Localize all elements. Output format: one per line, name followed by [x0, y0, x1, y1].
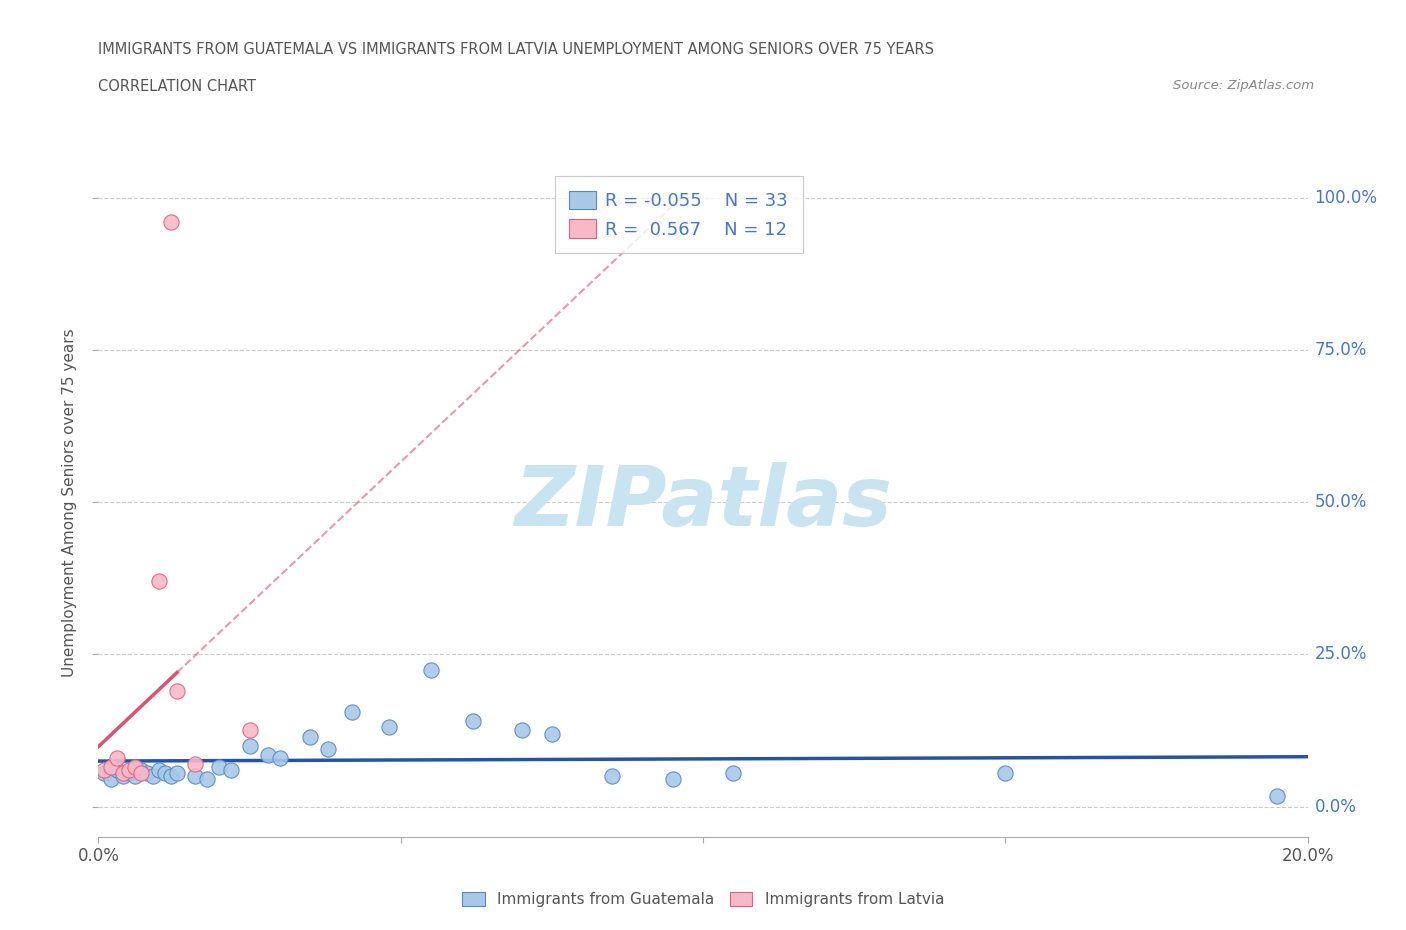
Point — [100, 760, 122, 775]
Point — [221, 763, 243, 777]
Point — [316, 741, 339, 756]
Text: 0.0%: 0.0% — [1315, 798, 1357, 816]
Point — [111, 765, 134, 780]
Point — [540, 726, 562, 741]
Point — [419, 662, 441, 677]
Text: Source: ZipAtlas.com: Source: ZipAtlas.com — [1174, 79, 1315, 92]
Point — [661, 772, 683, 787]
Point — [160, 769, 183, 784]
Point — [135, 765, 157, 780]
Point — [124, 760, 146, 775]
Point — [463, 714, 485, 729]
Point — [142, 769, 165, 784]
Point — [129, 765, 152, 780]
Point — [118, 765, 141, 780]
Point — [100, 772, 122, 787]
Point — [124, 769, 146, 784]
Point — [148, 574, 170, 589]
Point — [602, 769, 624, 784]
Point — [166, 765, 188, 780]
Text: CORRELATION CHART: CORRELATION CHART — [98, 79, 256, 94]
Point — [269, 751, 291, 765]
Point — [510, 723, 533, 737]
Point — [160, 215, 183, 230]
Point — [184, 769, 207, 784]
Point — [299, 729, 322, 744]
Y-axis label: Unemployment Among Seniors over 75 years: Unemployment Among Seniors over 75 years — [62, 328, 77, 676]
Point — [111, 769, 134, 784]
Point — [208, 760, 231, 775]
Point — [1265, 788, 1288, 803]
Text: 25.0%: 25.0% — [1315, 645, 1367, 663]
Point — [377, 720, 399, 735]
Point — [721, 765, 744, 780]
Point — [184, 756, 207, 771]
Point — [256, 748, 278, 763]
Text: IMMIGRANTS FROM GUATEMALA VS IMMIGRANTS FROM LATVIA UNEMPLOYMENT AMONG SENIORS O: IMMIGRANTS FROM GUATEMALA VS IMMIGRANTS … — [98, 42, 935, 57]
Text: 75.0%: 75.0% — [1315, 341, 1367, 359]
Point — [105, 751, 128, 765]
Point — [195, 772, 218, 787]
Text: 50.0%: 50.0% — [1315, 493, 1367, 512]
Point — [118, 763, 141, 777]
Point — [342, 705, 364, 720]
Text: 100.0%: 100.0% — [1315, 189, 1378, 206]
Point — [166, 684, 188, 698]
Legend: R = -0.055    N = 33, R =  0.567    N = 12: R = -0.055 N = 33, R = 0.567 N = 12 — [555, 177, 803, 253]
Point — [105, 763, 128, 777]
Point — [153, 765, 176, 780]
Text: ZIPatlas: ZIPatlas — [515, 461, 891, 543]
Point — [129, 763, 152, 777]
Legend: Immigrants from Guatemala, Immigrants from Latvia: Immigrants from Guatemala, Immigrants fr… — [456, 885, 950, 913]
Point — [93, 765, 115, 780]
Point — [994, 765, 1017, 780]
Point — [148, 763, 170, 777]
Point — [239, 723, 262, 737]
Point — [93, 763, 115, 777]
Point — [239, 738, 262, 753]
